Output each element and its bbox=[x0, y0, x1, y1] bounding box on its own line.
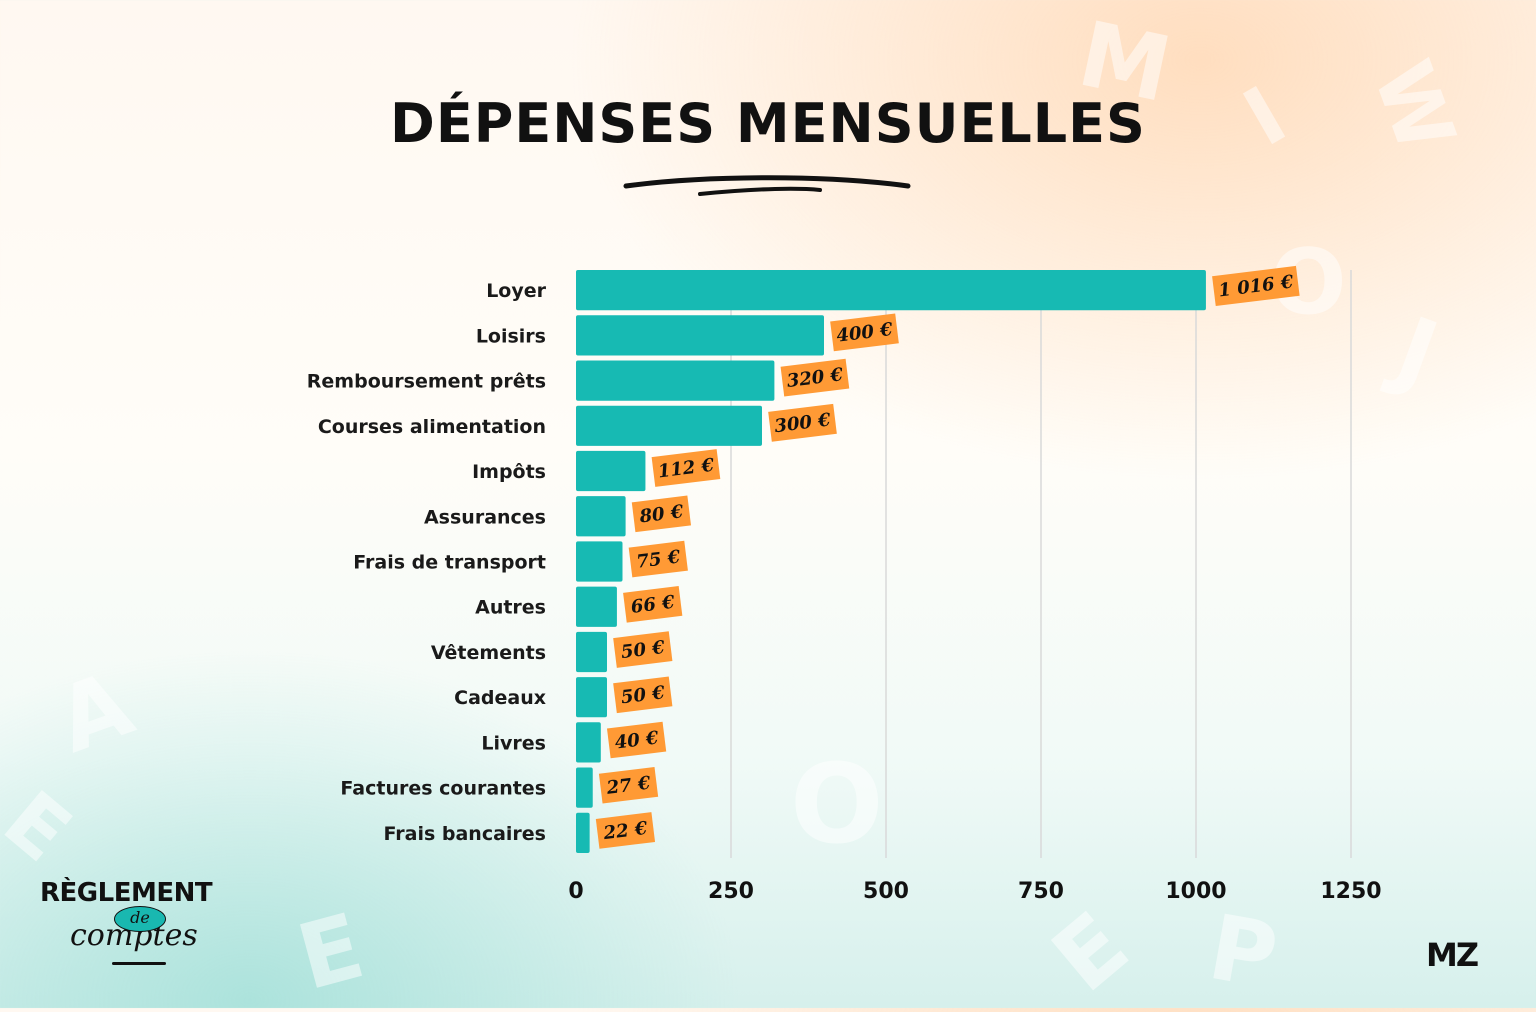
category-label: Courses alimentation bbox=[318, 416, 546, 438]
category-label: Cadeaux bbox=[454, 687, 546, 709]
category-label: Impôts bbox=[472, 461, 546, 483]
bar bbox=[576, 812, 590, 853]
value-tag: 400 € bbox=[830, 313, 899, 352]
x-tick-label: 750 bbox=[1018, 879, 1064, 904]
bar bbox=[576, 586, 617, 627]
value-tag: 50 € bbox=[613, 631, 673, 668]
value-tag-background bbox=[830, 313, 899, 352]
value-tag-background bbox=[1212, 265, 1300, 307]
category-label: Assurances bbox=[424, 506, 546, 528]
bar bbox=[576, 496, 626, 537]
value-tag: 300 € bbox=[768, 403, 837, 442]
value-tag-background bbox=[613, 676, 673, 714]
value-tag: 1 016 € bbox=[1212, 265, 1300, 307]
x-tick-label: 0 bbox=[568, 879, 583, 904]
category-label: Autres bbox=[475, 597, 546, 619]
reglement-de-comptes-logo: RÈGLEMENT comptes de bbox=[40, 878, 240, 973]
bars bbox=[576, 270, 1206, 853]
bar bbox=[576, 677, 607, 718]
x-tick-label: 1250 bbox=[1320, 879, 1381, 904]
value-tag-background bbox=[780, 358, 850, 397]
x-tick-label: 250 bbox=[708, 879, 754, 904]
category-label: Loyer bbox=[486, 280, 546, 302]
mz-logo: MZ bbox=[1426, 936, 1479, 974]
value-tag: 40 € bbox=[606, 721, 667, 759]
value-tag: 50 € bbox=[613, 676, 673, 714]
category-label: Frais bancaires bbox=[383, 823, 546, 845]
value-tag: 66 € bbox=[623, 586, 683, 623]
logo-text-top: RÈGLEMENT bbox=[40, 878, 213, 908]
value-tag: 75 € bbox=[628, 540, 688, 578]
category-label: Loisirs bbox=[476, 325, 546, 347]
category-label: Remboursement prêts bbox=[307, 371, 546, 393]
grid bbox=[730, 270, 1352, 858]
value-tag-background bbox=[613, 631, 673, 668]
chart-title: DÉPENSES MENSUELLES bbox=[390, 92, 1146, 155]
value-tag-background bbox=[628, 540, 688, 578]
x-tick-label: 1000 bbox=[1165, 879, 1226, 904]
bar bbox=[576, 450, 646, 492]
title-underline bbox=[698, 186, 822, 196]
title-underline bbox=[623, 175, 911, 189]
value-tag-background bbox=[623, 586, 683, 623]
bar bbox=[576, 722, 601, 763]
value-tag: 112 € bbox=[651, 449, 721, 487]
logo-underline bbox=[112, 962, 166, 965]
x-tick-label: 500 bbox=[863, 879, 909, 904]
value-tag: 80 € bbox=[631, 495, 692, 533]
category-label: Livres bbox=[481, 732, 546, 754]
value-tag-background bbox=[651, 449, 721, 487]
value-tag-background bbox=[606, 721, 667, 759]
bar bbox=[576, 631, 607, 673]
value-tag-background bbox=[768, 403, 837, 442]
bar bbox=[576, 360, 775, 401]
value-tag: 320 € bbox=[780, 358, 850, 397]
value-labels: 1 016 € 400 € 320 € 300 € 112 € 80 € 75 € 66 € 5… bbox=[595, 265, 1300, 849]
category-label: Vêtements bbox=[431, 642, 546, 664]
bar bbox=[576, 270, 1206, 311]
bar bbox=[576, 405, 762, 446]
value-tag-background bbox=[598, 766, 659, 804]
logo-text-mid: de bbox=[114, 906, 166, 932]
value-tag: 22 € bbox=[595, 812, 656, 849]
value-tag-background bbox=[631, 495, 692, 533]
x-axis-ticks: 0 250 500 750 1000 1250 bbox=[568, 879, 1381, 904]
bar bbox=[576, 315, 824, 356]
category-label: Factures courantes bbox=[340, 778, 546, 800]
value-tag: 27 € bbox=[598, 766, 659, 804]
category-label: Frais de transport bbox=[353, 552, 546, 574]
bar bbox=[576, 767, 593, 808]
bar bbox=[576, 541, 623, 582]
category-labels: Loyer Loisirs Remboursement prêts Courses a… bbox=[307, 280, 547, 845]
value-tag-background bbox=[595, 812, 656, 849]
